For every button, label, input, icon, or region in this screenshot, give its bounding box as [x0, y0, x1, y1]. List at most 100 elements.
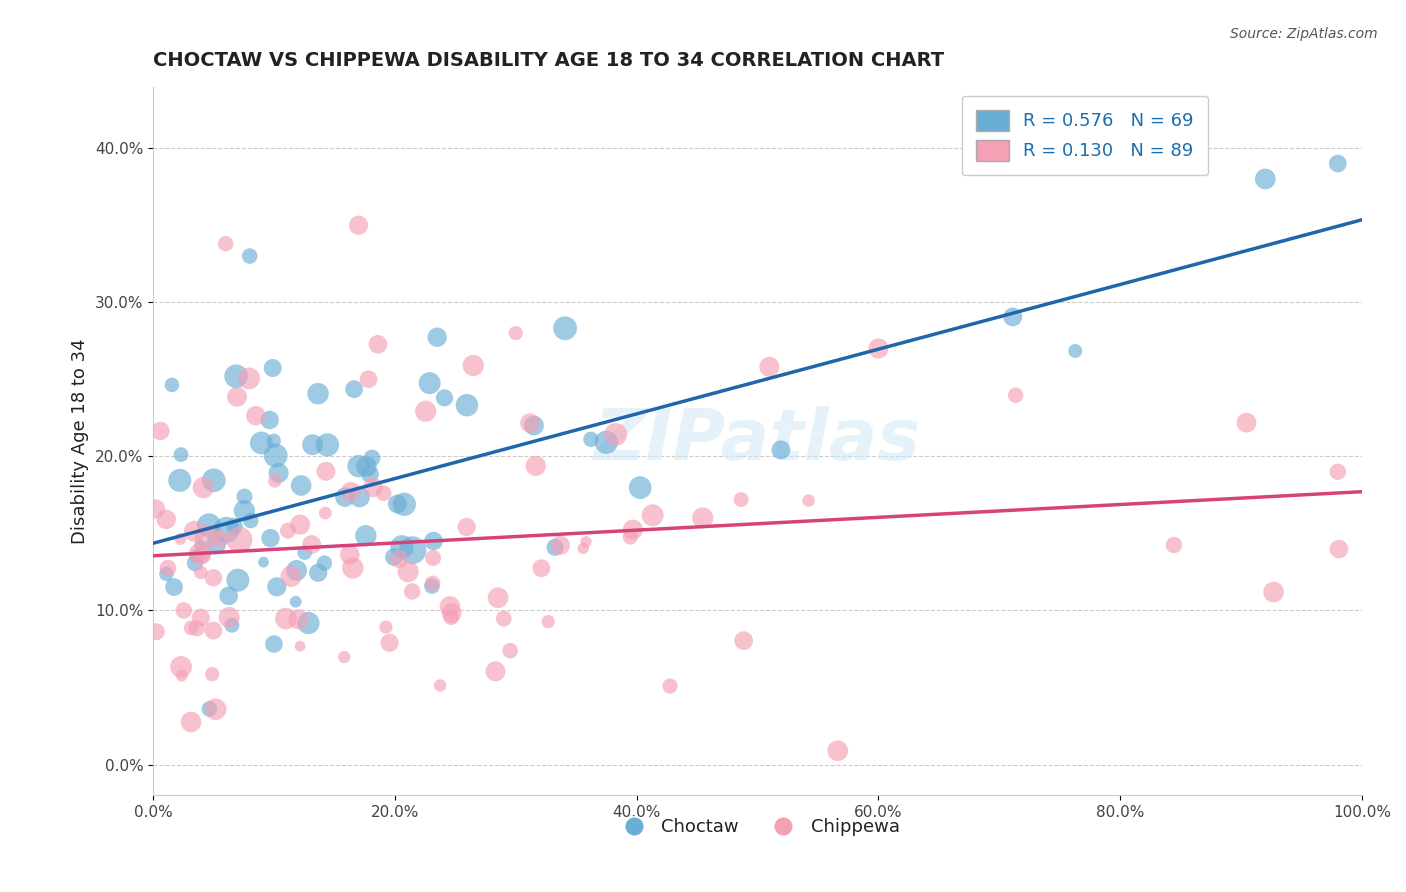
- Point: [266, 580, 288, 594]
- Point: [492, 611, 515, 625]
- Point: [163, 580, 186, 594]
- Point: [1004, 388, 1026, 402]
- Point: [198, 702, 221, 716]
- Point: [621, 523, 644, 537]
- Point: [420, 579, 443, 593]
- Point: [155, 512, 177, 526]
- Point: [333, 490, 356, 504]
- Point: [343, 382, 366, 396]
- Point: [239, 249, 262, 263]
- Point: [156, 561, 179, 575]
- Point: [572, 541, 595, 556]
- Point: [307, 386, 329, 401]
- Point: [173, 603, 195, 617]
- Point: [215, 523, 238, 537]
- Point: [259, 531, 281, 545]
- Point: [191, 548, 214, 562]
- Point: [180, 621, 202, 635]
- Point: [463, 359, 485, 373]
- Point: [1236, 416, 1258, 430]
- Point: [155, 566, 177, 581]
- Legend: Choctaw, Chippewa: Choctaw, Chippewa: [609, 811, 907, 843]
- Point: [373, 486, 395, 500]
- Point: [149, 424, 172, 438]
- Point: [359, 467, 381, 482]
- Point: [659, 679, 682, 693]
- Point: [554, 321, 576, 335]
- Point: [1064, 343, 1087, 358]
- Point: [202, 473, 225, 487]
- Point: [170, 668, 193, 682]
- Point: [1327, 542, 1350, 557]
- Point: [1327, 465, 1350, 479]
- Point: [288, 517, 311, 532]
- Point: [204, 702, 226, 716]
- Point: [426, 330, 449, 344]
- Point: [262, 361, 284, 376]
- Point: [1327, 156, 1350, 170]
- Point: [367, 337, 389, 351]
- Point: [387, 497, 409, 511]
- Point: [288, 639, 311, 653]
- Point: [439, 599, 461, 614]
- Point: [375, 620, 398, 634]
- Point: [226, 390, 249, 404]
- Point: [356, 459, 378, 474]
- Point: [361, 451, 384, 466]
- Y-axis label: Disability Age 18 to 34: Disability Age 18 to 34: [72, 338, 89, 544]
- Point: [733, 633, 755, 648]
- Point: [226, 573, 249, 587]
- Point: [505, 326, 527, 340]
- Point: [388, 552, 411, 566]
- Point: [274, 611, 297, 625]
- Point: [758, 359, 780, 374]
- Point: [537, 615, 560, 629]
- Point: [1254, 172, 1277, 186]
- Point: [170, 448, 193, 462]
- Point: [209, 532, 232, 546]
- Point: [530, 561, 553, 575]
- Point: [186, 549, 208, 563]
- Point: [218, 589, 240, 603]
- Point: [183, 524, 205, 539]
- Point: [544, 541, 567, 555]
- Point: [193, 481, 215, 495]
- Point: [264, 474, 287, 488]
- Point: [579, 432, 602, 446]
- Point: [190, 566, 212, 580]
- Point: [401, 543, 423, 558]
- Point: [221, 618, 243, 632]
- Point: [190, 611, 212, 625]
- Point: [415, 404, 437, 418]
- Point: [170, 660, 193, 674]
- Point: [340, 485, 363, 500]
- Point: [214, 236, 236, 251]
- Point: [382, 550, 405, 565]
- Point: [218, 610, 240, 624]
- Point: [280, 569, 302, 583]
- Point: [401, 584, 423, 599]
- Point: [605, 427, 627, 442]
- Point: [595, 435, 617, 450]
- Point: [440, 610, 463, 624]
- Point: [224, 519, 246, 533]
- Point: [287, 612, 309, 626]
- Point: [391, 540, 413, 554]
- Point: [263, 434, 285, 448]
- Point: [827, 744, 849, 758]
- Point: [314, 506, 336, 520]
- Point: [245, 409, 267, 423]
- Point: [378, 636, 401, 650]
- Point: [225, 369, 247, 384]
- Point: [456, 398, 478, 412]
- Point: [486, 591, 509, 605]
- Point: [396, 565, 419, 579]
- Point: [628, 481, 651, 495]
- Point: [1163, 538, 1185, 552]
- Point: [354, 529, 377, 543]
- Point: [233, 490, 256, 504]
- Point: [202, 624, 225, 638]
- Point: [169, 474, 191, 488]
- Point: [188, 547, 211, 561]
- Point: [267, 466, 290, 480]
